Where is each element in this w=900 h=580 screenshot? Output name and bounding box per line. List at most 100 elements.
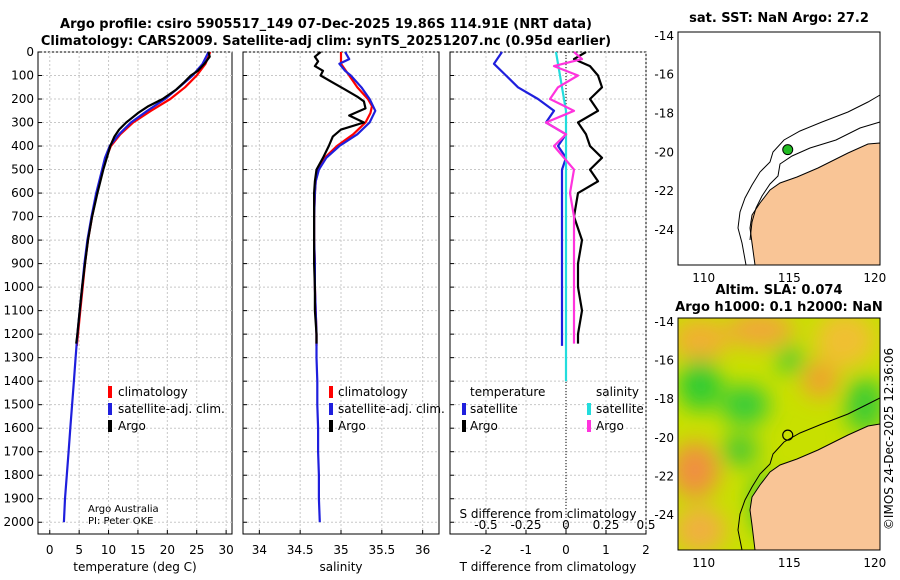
sla-map-title1: Altim. SLA: 0.074 <box>716 283 843 298</box>
x-tick-label: 34 <box>252 543 267 557</box>
map-y-tick-label: -20 <box>654 431 674 445</box>
x-tick-label: 35 <box>333 543 348 557</box>
legend-label-climatology: climatology <box>338 385 408 399</box>
x-tick-label: 35.5 <box>368 543 395 557</box>
x-tick-label: 20 <box>160 543 175 557</box>
x-tick-label: 25 <box>189 543 204 557</box>
difference-xlabel: T difference from climatology <box>459 560 637 574</box>
x-tick-label: 15 <box>130 543 145 557</box>
x-tick-label: 2 <box>642 543 650 557</box>
credit-line2: PI: Peter OKE <box>88 516 153 527</box>
series-line-argo <box>75 51 211 344</box>
temperature-legend: climatology satellite-adj. clim. Argo <box>108 385 225 433</box>
legend-swatch-argo <box>108 420 112 432</box>
y-tick-label: 600 <box>11 186 34 200</box>
y-tick-label: 400 <box>11 139 34 153</box>
sla-map-frame <box>677 317 881 551</box>
x-tick-label: 1 <box>602 543 610 557</box>
sst-map-argo-marker <box>782 144 794 156</box>
sla-map-land <box>749 423 880 550</box>
x-tick-label: -2 <box>480 543 492 557</box>
salinity-xlabel: salinity <box>319 560 362 574</box>
y-tick-label: 1800 <box>3 468 34 482</box>
x-tick-label: 5 <box>75 543 83 557</box>
sla-map <box>677 317 881 551</box>
legend-label-t-satellite: satellite <box>470 402 518 416</box>
y-tick-label: 800 <box>11 233 34 247</box>
map-x-tick-label: 120 <box>863 556 886 570</box>
salinity-legend: climatology satellite-adj. clim. Argo <box>329 385 445 433</box>
series-line-s-argo <box>544 51 584 344</box>
sst-map-title: sat. SST: NaN Argo: 27.2 <box>689 11 869 26</box>
y-tick-label: 1000 <box>3 280 34 294</box>
y-tick-label: 1700 <box>3 445 34 459</box>
credit-line1: Argo Australia <box>88 504 159 515</box>
map-y-tick-label: -18 <box>654 107 674 121</box>
y-tick-label: 700 <box>11 210 34 224</box>
watermark: ©IMOS 24-Dec-2025 12:36:06 <box>882 348 896 530</box>
map-x-tick-label: 120 <box>863 271 886 285</box>
legend-header-temperature: temperature <box>470 385 545 399</box>
main-title-line2: Climatology: CARS2009. Satellite-adj cli… <box>41 34 611 49</box>
legend-header-salinity: salinity <box>596 385 639 399</box>
map-x-tick-label: 110 <box>692 556 715 570</box>
y-tick-label: 100 <box>11 69 34 83</box>
s-tick-label: 0.5 <box>636 518 655 532</box>
main-title-line1: Argo profile: csiro 5905517_149 07-Dec-2… <box>60 17 592 32</box>
map-y-tick-label: -24 <box>654 508 674 522</box>
y-tick-label: 1400 <box>3 374 34 388</box>
sla-map-isobath <box>737 397 880 550</box>
y-tick-label: 1500 <box>3 398 34 412</box>
series-line-argo <box>313 51 367 344</box>
legend-swatch-s-satellite <box>587 403 591 415</box>
map-x-tick-label: 115 <box>778 271 801 285</box>
legend-swatch-climatology <box>108 386 112 398</box>
s-tick-label: 0.25 <box>593 518 620 532</box>
y-tick-label: 300 <box>11 116 34 130</box>
map-x-tick-label: 115 <box>778 556 801 570</box>
y-tick-label: 900 <box>11 257 34 271</box>
map-y-tick-label: -14 <box>654 315 674 329</box>
legend-swatch-satellite <box>108 403 112 415</box>
sst-map-frame <box>677 31 881 266</box>
legend-swatch-s-argo <box>587 420 591 432</box>
legend-label-argo: Argo <box>338 419 366 433</box>
map-y-tick-label: -16 <box>654 354 674 368</box>
legend-swatch-argo <box>329 420 333 432</box>
y-tick-label: 200 <box>11 92 34 106</box>
series-line-t-satellite <box>492 51 568 346</box>
x-tick-label: 30 <box>218 543 233 557</box>
series-line-t-argo <box>572 51 604 344</box>
map-y-tick-label: -24 <box>654 223 674 237</box>
sst-map <box>677 31 881 266</box>
x-tick-label: 36 <box>415 543 430 557</box>
map-y-tick-label: -14 <box>654 29 674 43</box>
map-y-tick-label: -18 <box>654 392 674 406</box>
x-tick-label: 0 <box>46 543 54 557</box>
x-tick-label: -1 <box>520 543 532 557</box>
s-tick-label: 0 <box>562 518 570 532</box>
y-tick-label: 1300 <box>3 351 34 365</box>
temperature-xlabel: temperature (deg C) <box>73 560 196 574</box>
difference-xlabel2: S difference from climatology <box>460 507 637 521</box>
map-y-tick-label: -22 <box>654 470 674 484</box>
map-x-tick-label: 110 <box>692 271 715 285</box>
s-tick-label: -0.25 <box>510 518 541 532</box>
sla-map-title2: Argo h1000: 0.1 h2000: NaN <box>675 300 883 315</box>
legend-swatch-t-argo <box>462 420 466 432</box>
map-y-tick-label: -16 <box>654 68 674 82</box>
legend-swatch-t-satellite <box>462 403 466 415</box>
difference-legend: temperature salinity satellite Argo sate… <box>462 385 644 433</box>
y-tick-label: 1600 <box>3 421 34 435</box>
s-tick-label: -0.5 <box>474 518 497 532</box>
map-y-tick-label: -20 <box>654 145 674 159</box>
sst-map-land <box>749 142 881 266</box>
legend-label-s-satellite: satellite <box>596 402 644 416</box>
series-line-climatology <box>313 52 374 346</box>
legend-label-climatology: climatology <box>118 385 188 399</box>
sst-map-isobath-2 <box>749 121 881 241</box>
y-tick-label: 500 <box>11 163 34 177</box>
y-tick-label: 1900 <box>3 492 34 506</box>
sst-map-isobath-1 <box>737 94 881 266</box>
